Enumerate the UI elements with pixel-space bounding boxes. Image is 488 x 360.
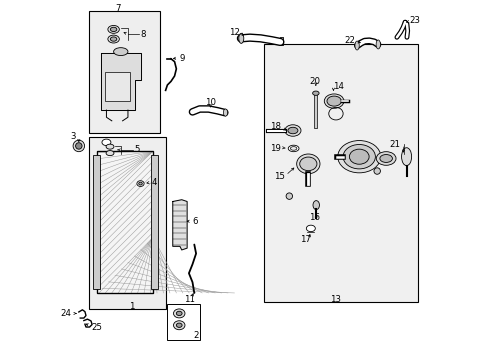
Ellipse shape xyxy=(349,149,368,164)
Ellipse shape xyxy=(110,27,117,32)
Text: 3: 3 xyxy=(70,132,76,141)
Ellipse shape xyxy=(176,323,182,327)
Ellipse shape xyxy=(299,157,316,171)
Text: 23: 23 xyxy=(408,16,420,25)
Polygon shape xyxy=(101,53,140,110)
Ellipse shape xyxy=(238,33,244,43)
Text: 21: 21 xyxy=(389,140,400,149)
Ellipse shape xyxy=(176,311,182,316)
Ellipse shape xyxy=(290,147,296,150)
Ellipse shape xyxy=(173,309,184,318)
Text: 18: 18 xyxy=(269,122,281,131)
Text: 14: 14 xyxy=(333,82,344,91)
Ellipse shape xyxy=(324,94,344,108)
Ellipse shape xyxy=(287,145,298,152)
Text: 19: 19 xyxy=(270,144,281,153)
Ellipse shape xyxy=(312,201,319,210)
Ellipse shape xyxy=(139,182,142,185)
Bar xyxy=(314,94,317,128)
Ellipse shape xyxy=(285,193,292,199)
Ellipse shape xyxy=(108,26,119,33)
Text: 17: 17 xyxy=(299,235,310,244)
Ellipse shape xyxy=(113,48,128,55)
Ellipse shape xyxy=(102,139,111,145)
Ellipse shape xyxy=(106,150,114,156)
Ellipse shape xyxy=(173,321,184,330)
Ellipse shape xyxy=(337,140,380,173)
Ellipse shape xyxy=(306,225,315,231)
Ellipse shape xyxy=(106,144,114,149)
Ellipse shape xyxy=(108,35,119,43)
Bar xyxy=(88,137,165,309)
Bar xyxy=(151,155,158,289)
Polygon shape xyxy=(172,200,187,250)
Ellipse shape xyxy=(326,96,341,106)
Text: 7: 7 xyxy=(115,4,121,13)
Text: 24: 24 xyxy=(61,309,72,318)
Text: 25: 25 xyxy=(91,323,102,332)
Text: 13: 13 xyxy=(330,294,341,303)
Ellipse shape xyxy=(401,148,411,166)
Ellipse shape xyxy=(354,41,359,50)
Text: 16: 16 xyxy=(308,213,319,222)
Bar xyxy=(88,12,160,134)
Bar xyxy=(104,72,129,101)
Text: 20: 20 xyxy=(308,77,319,86)
Ellipse shape xyxy=(285,125,301,136)
Ellipse shape xyxy=(312,91,319,95)
Ellipse shape xyxy=(376,152,395,165)
Ellipse shape xyxy=(373,168,380,174)
Ellipse shape xyxy=(379,154,392,162)
Ellipse shape xyxy=(296,154,319,174)
Text: 4: 4 xyxy=(151,178,157,187)
Ellipse shape xyxy=(343,144,375,169)
Text: 10: 10 xyxy=(204,98,216,107)
Text: 2: 2 xyxy=(193,332,199,341)
Text: 12: 12 xyxy=(229,28,240,37)
Text: 11: 11 xyxy=(184,294,195,303)
Ellipse shape xyxy=(76,143,82,149)
Bar xyxy=(97,151,153,293)
Text: 9: 9 xyxy=(179,54,184,63)
Ellipse shape xyxy=(137,181,144,186)
Ellipse shape xyxy=(110,37,117,41)
Text: 6: 6 xyxy=(192,217,198,226)
Text: 1: 1 xyxy=(128,302,134,311)
Bar xyxy=(93,155,100,289)
Ellipse shape xyxy=(375,40,380,49)
Text: 22: 22 xyxy=(343,36,354,45)
Text: 5: 5 xyxy=(134,145,140,154)
Ellipse shape xyxy=(73,140,84,152)
Bar xyxy=(97,151,153,293)
Text: 15: 15 xyxy=(273,172,284,181)
Bar xyxy=(264,44,418,302)
Text: 8: 8 xyxy=(140,30,146,39)
Ellipse shape xyxy=(223,109,227,116)
Ellipse shape xyxy=(287,127,297,134)
Bar xyxy=(167,304,199,339)
